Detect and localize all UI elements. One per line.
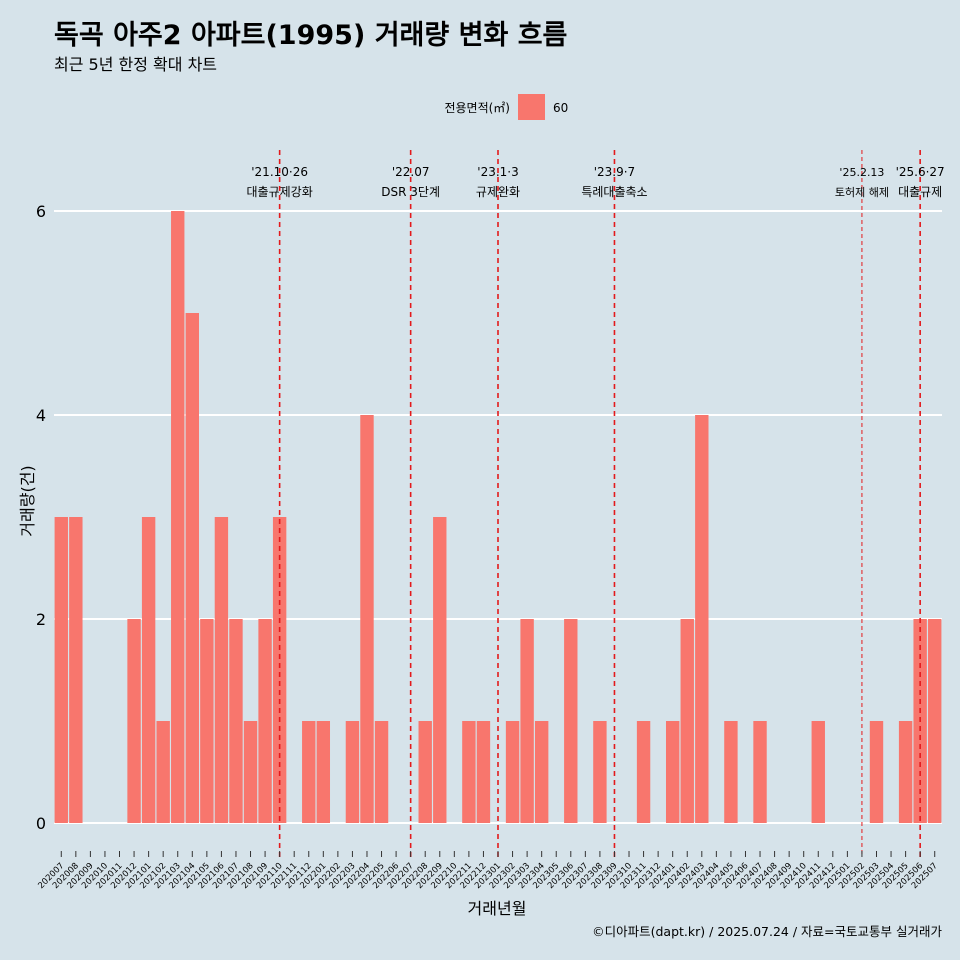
bar-202108 [243, 721, 258, 823]
bar-202201 [316, 721, 331, 823]
event-label-e1: 대출규제강화 [247, 185, 313, 199]
axes: 2020072020082020092020102020112020122021… [36, 851, 940, 891]
bar-202008 [69, 517, 83, 823]
bar-202407 [753, 721, 767, 823]
bar-202209 [433, 517, 447, 823]
bar-202101 [141, 517, 156, 823]
bar-202403 [695, 415, 709, 823]
bar-202106 [214, 517, 229, 823]
legend-title: 전용면적(㎡) [444, 101, 510, 115]
legend-swatch [518, 94, 545, 120]
bar-202411 [811, 721, 825, 823]
bar-202306 [564, 619, 578, 823]
bar-202204 [360, 415, 374, 823]
bar-202109 [258, 619, 272, 823]
event-label-e6: 대출규제 [898, 185, 942, 199]
bar-202208 [418, 721, 432, 823]
event-label-e2: DSR 3단계 [381, 185, 440, 199]
chart-title: 독곡 아주2 아파트(1995) 거래량 변화 흐름 [54, 20, 567, 51]
legend-entry-label: 60 [553, 101, 568, 115]
event-label-e3: 규제완화 [476, 185, 520, 199]
y-tick-label: 4 [36, 406, 46, 425]
bar-202203 [345, 721, 360, 823]
event-date-e3: '23.1·3 [477, 165, 518, 179]
y-tick-label: 0 [36, 814, 46, 833]
bar-202105 [200, 619, 214, 823]
event-date-e1: '21.10·26 [251, 165, 308, 179]
bar-202104 [185, 313, 199, 823]
bar-202405 [724, 721, 738, 823]
bar-202205 [374, 721, 389, 823]
bar-202505 [898, 721, 913, 823]
event-label-e5: 토허제 해제 [835, 185, 889, 199]
caption: ©디아파트(dapt.kr) / 2025.07.24 / 자료=국토교통부 실… [592, 924, 942, 939]
bar-202102 [156, 721, 170, 823]
legend: 전용면적(㎡) 60 [444, 94, 568, 120]
bar-202110 [272, 517, 287, 823]
bar-202107 [229, 619, 243, 823]
bar-series [54, 211, 942, 823]
bar-202103 [171, 211, 185, 823]
y-axis-title: 거래량(건) [18, 465, 37, 536]
bar-202503 [869, 721, 884, 823]
bar-202304 [534, 721, 549, 823]
bar-202302 [505, 721, 520, 823]
bar-202402 [680, 619, 694, 823]
bar-202507 [928, 619, 942, 823]
bar-202303 [520, 619, 534, 823]
event-date-e4: '23.9·7 [594, 165, 635, 179]
event-date-e5: '25.2.13 [839, 166, 884, 179]
bar-202007 [54, 517, 68, 823]
bar-202012 [127, 619, 141, 823]
bar-202311 [636, 721, 651, 823]
bar-202212 [476, 721, 491, 823]
y-tick-label: 6 [36, 202, 46, 221]
bar-202112 [302, 721, 316, 823]
y-tick-label: 2 [36, 610, 46, 629]
event-label-e4: 특례대출축소 [581, 185, 647, 199]
event-markers: '21.10·26 대출규제강화 '22.07 DSR 3단계 '23.1·3 규제완화 '… [247, 150, 945, 857]
chart-subtitle: 최근 5년 한정 확대 차트 [54, 55, 217, 74]
x-axis-title: 거래년월 [468, 899, 527, 918]
event-date-e6: '25.6·27 [896, 165, 945, 179]
bar-202401 [665, 721, 680, 823]
event-date-e2: '22.07 [392, 165, 430, 179]
bar-202211 [462, 721, 476, 823]
bar-202308 [593, 721, 607, 823]
